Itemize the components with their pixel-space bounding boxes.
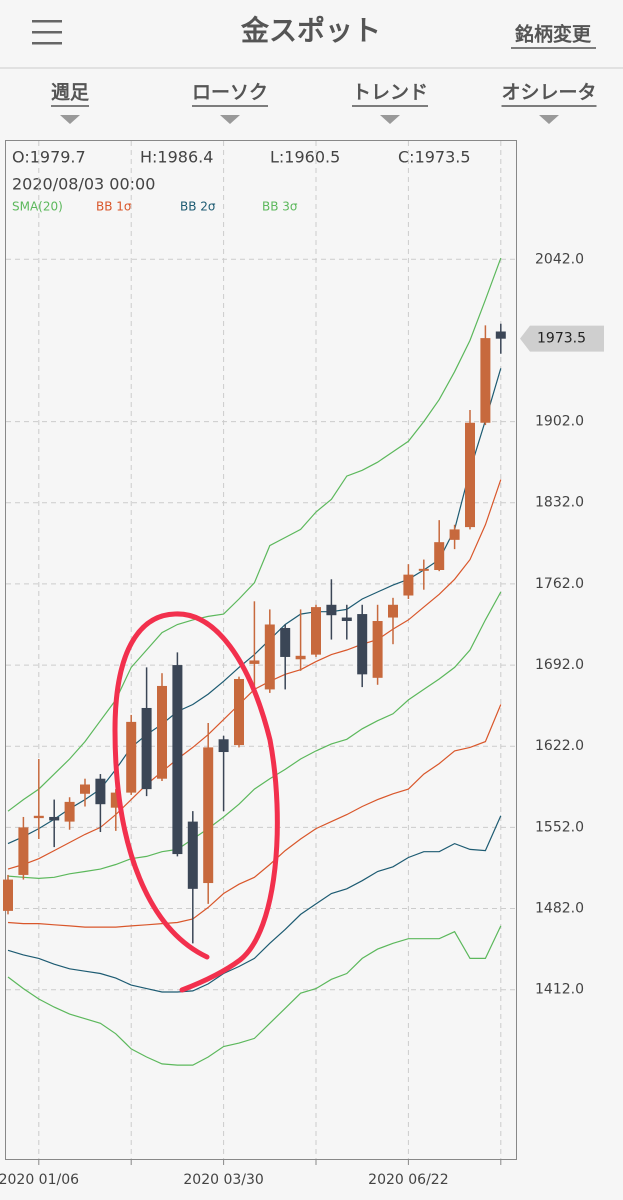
- candle-body: [80, 784, 90, 794]
- candle-body: [218, 739, 229, 753]
- info-low: L:1960.5: [270, 148, 340, 167]
- candle-body: [434, 542, 445, 570]
- info-close: C:1973.5: [398, 148, 471, 167]
- info-datetime: 2020/08/03 00:00: [12, 175, 155, 194]
- candle-body: [311, 607, 321, 655]
- band-line: [7, 815, 502, 993]
- candle-body: [372, 621, 383, 678]
- y-tick-label: 1622.0: [535, 738, 584, 754]
- info-high: H:1986.4: [140, 148, 213, 167]
- y-tick-label: 1832.0: [535, 495, 584, 511]
- grid: [6, 141, 516, 1159]
- axis-labels: 1412.0 1482.0 1552.0 1622.0 1692.0 1762.0 1832…: [0, 200, 604, 1188]
- candle-body: [465, 422, 475, 528]
- menu-line: [32, 42, 62, 45]
- candle-body: [357, 614, 368, 675]
- candle-body: [95, 778, 106, 805]
- candle-body: [264, 624, 275, 690]
- candle-body: [280, 627, 291, 657]
- candle-body: [341, 617, 352, 622]
- x-tick-label: 2020 03/30: [183, 1172, 263, 1188]
- candle-body: [157, 685, 167, 779]
- chart-frame: [5, 140, 517, 1160]
- band-line: [7, 704, 502, 928]
- tab-label[interactable]: トレンド: [352, 82, 428, 104]
- tab-dropdown-arrow: [380, 115, 400, 124]
- candle-body: [187, 821, 198, 889]
- y-tick-label: 2042.0: [535, 251, 584, 267]
- candle-body: [480, 338, 491, 423]
- legend-label: BB 3σ: [262, 200, 298, 214]
- candle-body: [403, 574, 414, 596]
- candle-body: [33, 815, 44, 819]
- info-open: O:1979.7: [12, 148, 86, 167]
- y-tick-label: 1412.0: [535, 982, 584, 998]
- candle-body: [49, 816, 60, 821]
- band-line: [7, 591, 502, 880]
- tab-label[interactable]: ローソク: [192, 82, 268, 104]
- candle-body: [172, 665, 183, 855]
- candle-body: [449, 529, 460, 540]
- candles: [3, 323, 506, 944]
- hamburger-icon[interactable]: [32, 20, 62, 45]
- tab-label[interactable]: オシレータ: [501, 82, 596, 104]
- tab-dropdown-arrow: [539, 115, 559, 124]
- menu-line: [32, 31, 62, 34]
- candle-body: [3, 879, 13, 911]
- x-tick-label: 2020 01/06: [0, 1172, 79, 1188]
- price-tag-label: 1973.5: [537, 331, 586, 347]
- legend-label: SMA(20): [12, 200, 63, 214]
- candle-body: [18, 827, 29, 875]
- legend-label: BB 2σ: [180, 200, 216, 214]
- header-title: 金スポット: [240, 14, 381, 47]
- candle-body: [203, 747, 214, 884]
- legend-label: BB 1σ: [96, 200, 132, 214]
- menu-line: [32, 20, 62, 23]
- y-tick-label: 1692.0: [535, 657, 584, 673]
- band-line: [7, 925, 502, 1066]
- hand-drawn-circle: [112, 611, 280, 993]
- band-line: [7, 257, 502, 812]
- candle-body: [388, 604, 398, 618]
- candle-body: [495, 331, 506, 339]
- candle-body: [295, 655, 306, 660]
- y-tick-label: 1762.0: [535, 576, 584, 592]
- candle-body: [234, 678, 244, 746]
- candle-body: [418, 568, 429, 571]
- candle-body: [64, 801, 75, 822]
- candle-body: [110, 792, 121, 808]
- y-tick-label: 1482.0: [535, 901, 584, 917]
- tab-dropdown-arrow: [220, 115, 240, 124]
- tab-bar: 週足 ローソク トレンド オシレータ: [50, 82, 597, 124]
- candle-body: [326, 604, 337, 616]
- y-tick-label: 1552.0: [535, 819, 584, 835]
- change-symbol-link[interactable]: 銘柄変更: [515, 23, 592, 46]
- price-tag: [520, 325, 604, 352]
- tab-label[interactable]: 週足: [51, 82, 90, 104]
- candle-body: [141, 707, 152, 790]
- y-tick-label: 1902.0: [535, 414, 584, 430]
- tab-dropdown-arrow: [60, 115, 80, 124]
- candle-body: [126, 721, 137, 793]
- x-tick-label: 2020 06/22: [368, 1172, 448, 1188]
- candle-body: [249, 660, 260, 664]
